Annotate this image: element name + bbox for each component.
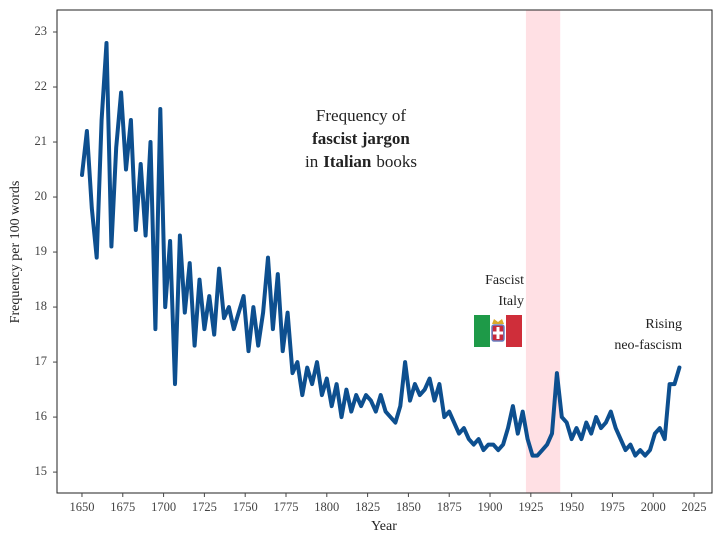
x-tick-label: 1975 bbox=[600, 500, 625, 514]
title-part: fascist jargon bbox=[312, 129, 410, 148]
title-part: books bbox=[376, 152, 417, 171]
annotation: Rising bbox=[645, 317, 682, 332]
x-tick-label: 1700 bbox=[151, 500, 176, 514]
y-tick-label: 20 bbox=[35, 189, 48, 203]
plot-frame bbox=[56, 9, 713, 494]
x-tick-label: 1825 bbox=[355, 500, 380, 514]
y-tick-label: 18 bbox=[35, 299, 48, 313]
italian-flag bbox=[474, 315, 522, 347]
y-tick-label: 15 bbox=[35, 464, 48, 478]
chart-title: Frequency of bbox=[316, 106, 407, 125]
shaded-span bbox=[525, 10, 561, 493]
x-axis-label: Year bbox=[371, 519, 397, 534]
y-tick-label: 21 bbox=[35, 134, 48, 148]
x-tick-label: 1925 bbox=[518, 500, 543, 514]
title-part: in bbox=[305, 152, 319, 171]
x-tick-label: 2000 bbox=[641, 500, 666, 514]
annotation: Fascist bbox=[485, 273, 524, 288]
annotation: neo-fascism bbox=[614, 338, 682, 353]
x-tick-label: 1675 bbox=[110, 500, 135, 514]
x-tick-label: 1900 bbox=[478, 500, 503, 514]
chart-title: in Italian books bbox=[305, 152, 417, 171]
x-tick-label: 2025 bbox=[682, 500, 707, 514]
y-tick-label: 19 bbox=[35, 244, 48, 258]
x-tick-label: 1850 bbox=[396, 500, 421, 514]
title-part: Italian bbox=[323, 152, 372, 171]
x-tick-label: 1800 bbox=[314, 500, 339, 514]
title-part: Frequency of bbox=[316, 106, 407, 125]
x-tick-label: 1750 bbox=[233, 500, 258, 514]
x-tick-label: 1775 bbox=[273, 500, 298, 514]
chart-title: fascist jargon bbox=[312, 129, 410, 148]
x-tick-label: 1950 bbox=[559, 500, 584, 514]
x-tick-label: 1875 bbox=[437, 500, 462, 514]
y-tick-label: 16 bbox=[35, 409, 48, 423]
y-tick-label: 22 bbox=[35, 79, 48, 93]
data-line bbox=[80, 41, 682, 458]
y-tick-label: 17 bbox=[35, 354, 48, 368]
annotation: Italy bbox=[498, 294, 524, 309]
x-tick-label: 1650 bbox=[69, 500, 94, 514]
y-tick-label: 23 bbox=[35, 24, 48, 38]
x-tick-label: 1725 bbox=[192, 500, 217, 514]
y-axis-label: Frequency per 100 words bbox=[8, 181, 23, 324]
